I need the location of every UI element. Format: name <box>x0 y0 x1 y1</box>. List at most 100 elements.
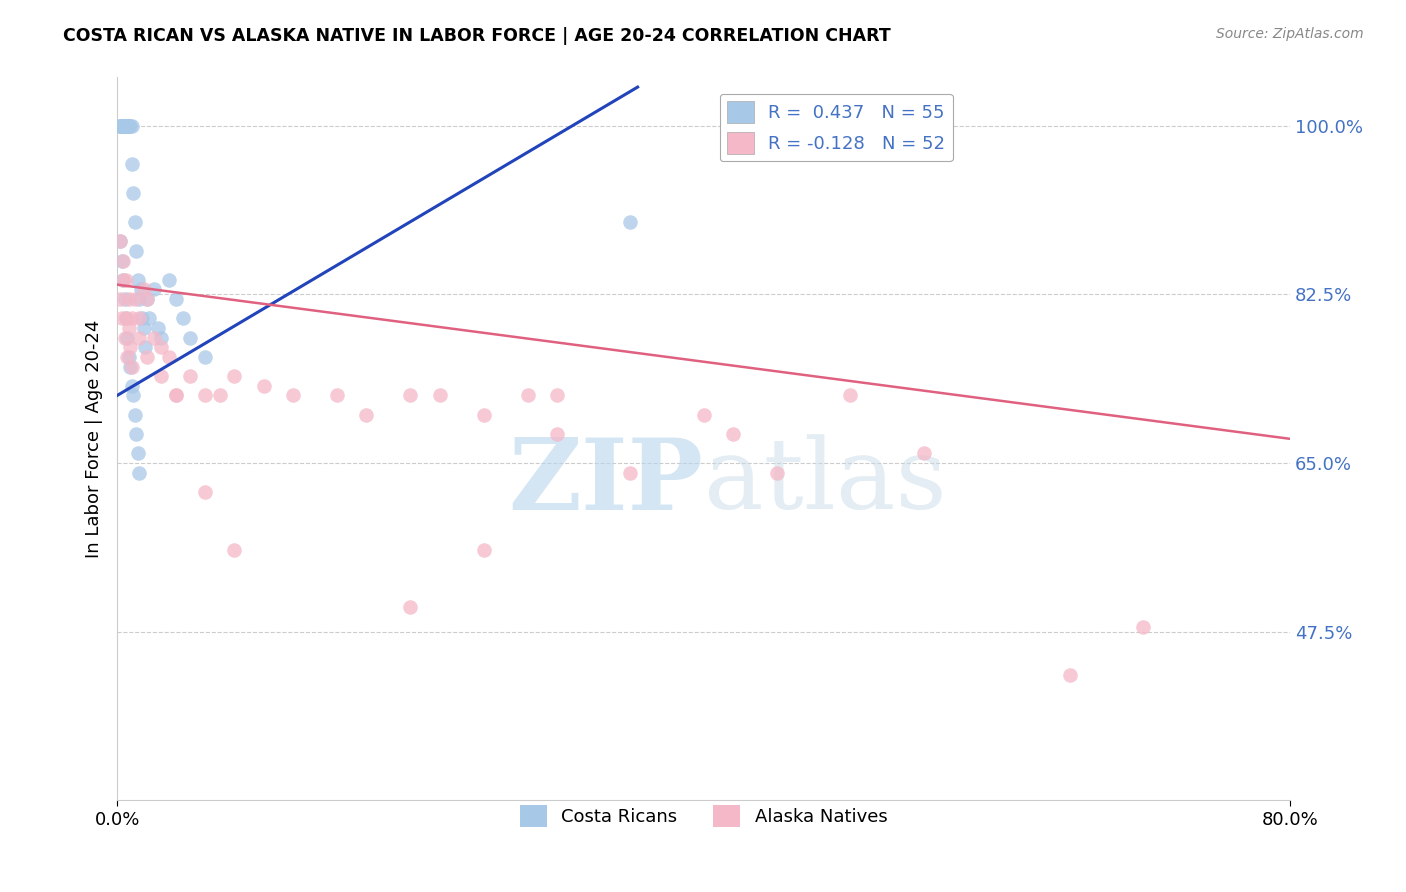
Point <box>110 119 132 133</box>
Point <box>112 273 135 287</box>
Point <box>110 119 132 133</box>
Point <box>132 283 155 297</box>
Point <box>692 408 714 422</box>
Y-axis label: In Labor Force | Age 20-24: In Labor Force | Age 20-24 <box>86 319 103 558</box>
Point <box>131 311 153 326</box>
Point <box>546 427 568 442</box>
Legend: Costa Ricans, Alaska Natives: Costa Ricans, Alaska Natives <box>512 798 894 835</box>
Point <box>1132 620 1154 634</box>
Point <box>118 119 141 133</box>
Text: Source: ZipAtlas.com: Source: ZipAtlas.com <box>1216 27 1364 41</box>
Point <box>120 340 142 354</box>
Point <box>110 119 132 133</box>
Point <box>150 331 173 345</box>
Point <box>115 273 138 287</box>
Point <box>912 446 935 460</box>
Point <box>115 311 138 326</box>
Point <box>150 340 173 354</box>
Point <box>619 466 641 480</box>
Point <box>118 350 141 364</box>
Point <box>114 119 136 133</box>
Point <box>142 283 165 297</box>
Point <box>110 311 132 326</box>
Point <box>112 253 135 268</box>
Point <box>127 273 149 287</box>
Text: atlas: atlas <box>703 434 946 530</box>
Point <box>117 119 139 133</box>
Point <box>253 379 276 393</box>
Point <box>127 446 149 460</box>
Point <box>117 119 139 133</box>
Point <box>516 388 538 402</box>
Point <box>135 292 157 306</box>
Point <box>112 273 135 287</box>
Point <box>128 311 150 326</box>
Point <box>138 311 160 326</box>
Point <box>112 119 135 133</box>
Point <box>546 388 568 402</box>
Point <box>619 215 641 229</box>
Point <box>194 484 217 499</box>
Point <box>128 331 150 345</box>
Point <box>108 234 131 248</box>
Point <box>117 350 139 364</box>
Point <box>125 244 148 258</box>
Point <box>1059 668 1081 682</box>
Point <box>135 350 157 364</box>
Point <box>118 321 141 335</box>
Point <box>208 388 231 402</box>
Point <box>121 157 143 171</box>
Point <box>118 119 141 133</box>
Point <box>134 340 156 354</box>
Point <box>120 119 142 133</box>
Point <box>148 321 170 335</box>
Point <box>124 292 146 306</box>
Point <box>112 119 135 133</box>
Point <box>129 283 152 297</box>
Point <box>114 119 136 133</box>
Point <box>142 331 165 345</box>
Point <box>108 234 131 248</box>
Point <box>356 408 378 422</box>
Text: COSTA RICAN VS ALASKA NATIVE IN LABOR FORCE | AGE 20-24 CORRELATION CHART: COSTA RICAN VS ALASKA NATIVE IN LABOR FO… <box>63 27 891 45</box>
Point <box>172 311 194 326</box>
Point <box>121 119 143 133</box>
Point <box>121 379 143 393</box>
Point <box>194 388 217 402</box>
Point <box>165 388 187 402</box>
Point <box>132 321 155 335</box>
Point <box>179 369 201 384</box>
Point <box>125 427 148 442</box>
Point <box>194 350 217 364</box>
Point <box>165 292 187 306</box>
Point <box>120 359 142 374</box>
Point <box>326 388 349 402</box>
Point <box>108 119 131 133</box>
Point <box>110 253 132 268</box>
Point <box>472 542 495 557</box>
Point <box>150 369 173 384</box>
Point <box>114 292 136 306</box>
Point <box>114 331 136 345</box>
Point <box>157 350 180 364</box>
Point <box>128 292 150 306</box>
Text: ZIP: ZIP <box>509 434 703 531</box>
Point <box>115 119 138 133</box>
Point <box>117 331 139 345</box>
Point <box>472 408 495 422</box>
Point <box>124 215 146 229</box>
Point <box>112 119 135 133</box>
Point <box>157 273 180 287</box>
Point <box>122 186 145 200</box>
Point <box>165 388 187 402</box>
Point <box>115 119 138 133</box>
Point <box>121 359 143 374</box>
Point <box>721 427 744 442</box>
Point <box>128 466 150 480</box>
Point <box>399 600 422 615</box>
Point <box>766 466 789 480</box>
Point <box>399 388 422 402</box>
Point <box>108 292 131 306</box>
Point <box>839 388 862 402</box>
Point <box>124 408 146 422</box>
